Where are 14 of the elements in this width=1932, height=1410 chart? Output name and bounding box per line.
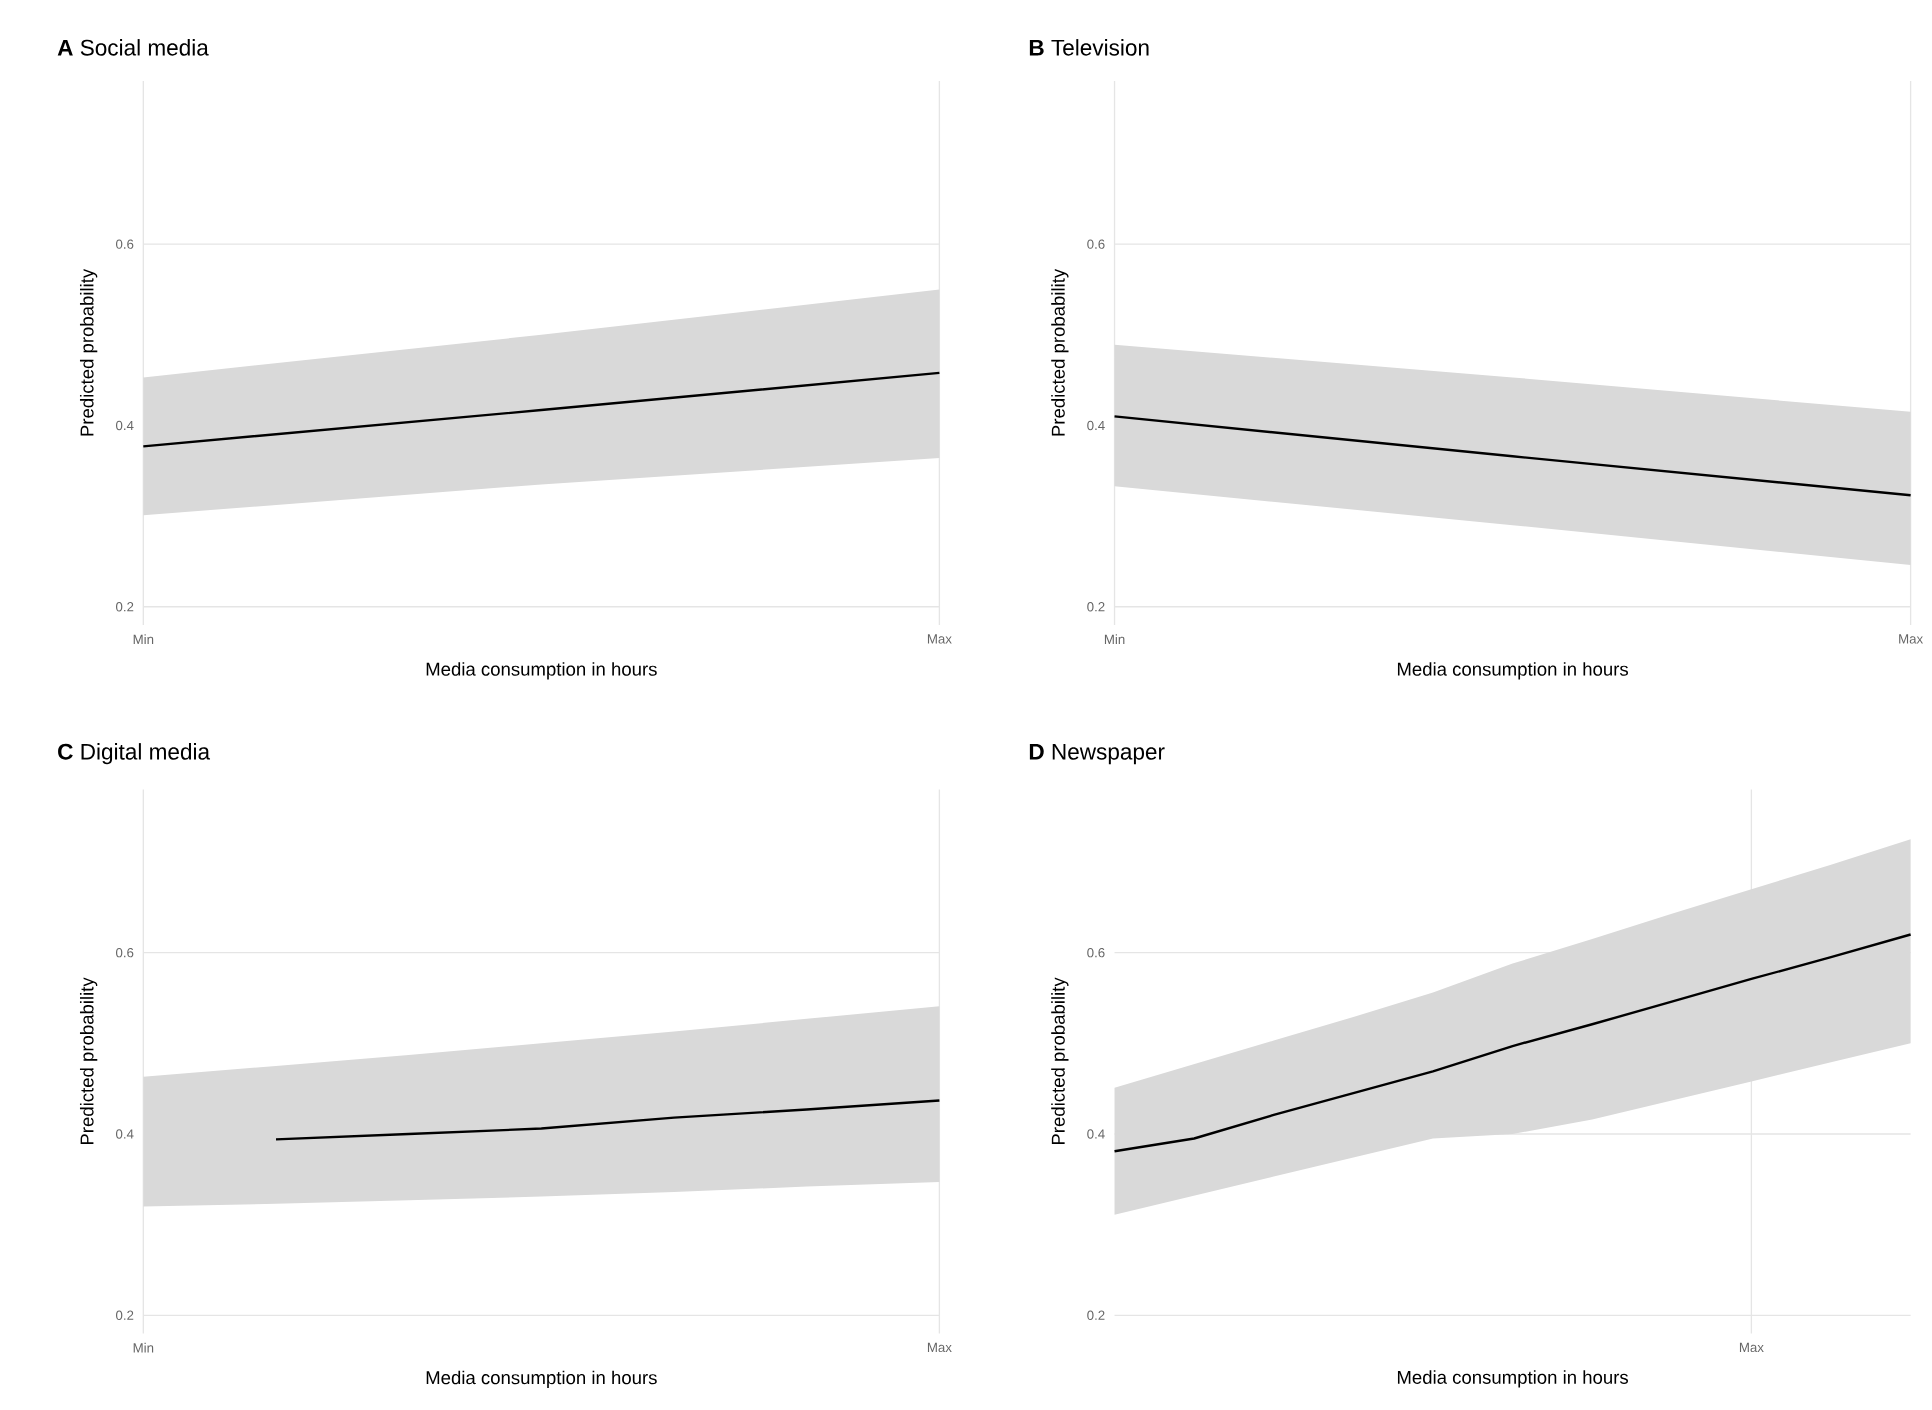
x-axis-title: Media consumption in hours [426, 1371, 657, 1389]
y-axis-title: Predicted probability [1051, 977, 1069, 1145]
y-axis-title: Predicted probability [79, 269, 98, 437]
y-axis-title: Predicted probability [79, 977, 98, 1145]
x-axis-title: Media consumption in hours [1397, 1370, 1629, 1389]
chart-title: B Television [1029, 39, 1149, 57]
chart-title: D Newspaper [1029, 744, 1165, 765]
y-axis-title: Predicted probability [1051, 269, 1069, 437]
x-axis-title: Media consumption in hours [1397, 662, 1629, 680]
x-axis-title: Media consumption in hours [426, 662, 657, 680]
line-series [1113, 933, 1912, 1153]
chart-title: C Digital media [58, 743, 211, 765]
chart-title: A Social media [57, 39, 209, 57]
line-series [274, 1099, 941, 1142]
